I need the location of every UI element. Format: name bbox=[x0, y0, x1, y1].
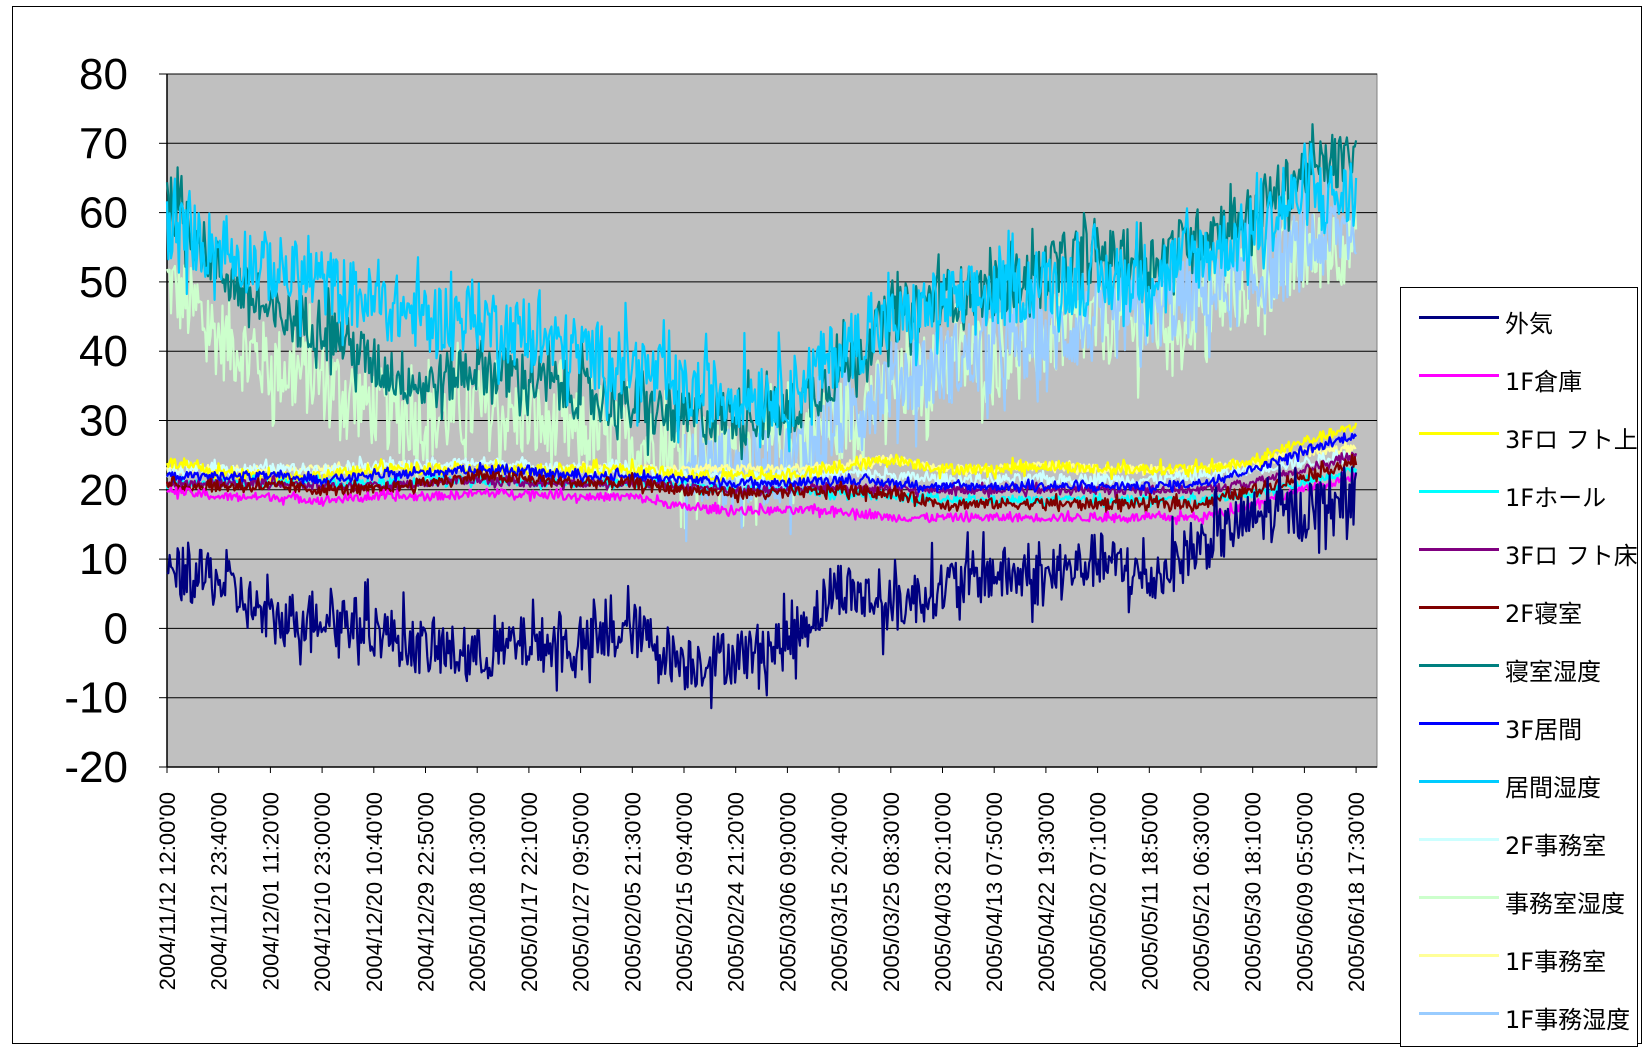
series-line bbox=[165, 453, 1358, 515]
legend-item: 寝室湿度 bbox=[1401, 646, 1639, 686]
legend-item: 居間湿度 bbox=[1401, 762, 1639, 802]
legend-swatch bbox=[1419, 432, 1499, 435]
legend-item: 3Fロ フト床 bbox=[1401, 530, 1639, 570]
legend-swatch bbox=[1419, 606, 1499, 609]
legend-label: 事務室湿度 bbox=[1505, 890, 1625, 918]
legend-label: 1F倉庫 bbox=[1505, 368, 1583, 396]
y-tick-label: -10 bbox=[64, 674, 128, 723]
legend-label: 居間湿度 bbox=[1505, 774, 1601, 802]
legend-label: 2F寝室 bbox=[1505, 600, 1583, 628]
legend-swatch bbox=[1419, 954, 1499, 957]
y-tick-label: 20 bbox=[79, 466, 128, 515]
x-tick-label: 2005/05/30 18:10'00 bbox=[1241, 792, 1266, 992]
y-tick-label: 0 bbox=[104, 604, 128, 653]
legend-item: 1F事務湿度 bbox=[1401, 994, 1639, 1034]
legend-item: 1Fホール bbox=[1401, 472, 1639, 512]
x-tick-label: 2005/04/03 20:10'00 bbox=[931, 792, 956, 992]
x-tick-label: 2005/06/18 17:30'00 bbox=[1344, 792, 1369, 992]
x-tick-label: 2004/12/20 10:40'00 bbox=[362, 792, 387, 992]
series-line bbox=[165, 464, 1358, 509]
legend-label: 3Fロ フト床 bbox=[1505, 542, 1638, 570]
legend-label: 1F事務室 bbox=[1505, 948, 1607, 976]
x-tick-label: 2004/12/29 22:50'00 bbox=[414, 792, 439, 992]
series-line bbox=[165, 142, 1358, 453]
x-tick-label: 2005/01/27 09:50'00 bbox=[569, 792, 594, 992]
legend-label: 3Fロ フト上 bbox=[1505, 426, 1638, 454]
chart-legend: 外気 1F倉庫 3Fロ フト上 1Fホール 3Fロ フト床 2F寝室寝室湿度 3F居間居間湿… bbox=[1400, 287, 1638, 1047]
legend-label: 外気 bbox=[1505, 310, 1553, 338]
legend-item: 3Fロ フト上 bbox=[1401, 414, 1639, 454]
x-tick-label: 2004/12/01 11:20'00 bbox=[258, 792, 283, 990]
legend-swatch bbox=[1419, 1012, 1499, 1015]
y-tick-label: 60 bbox=[79, 189, 128, 238]
legend-item: 1F事務室 bbox=[1401, 936, 1639, 976]
legend-item: 3F居間 bbox=[1401, 704, 1639, 744]
legend-swatch bbox=[1419, 490, 1499, 493]
y-tick-label: 30 bbox=[79, 397, 128, 446]
legend-swatch bbox=[1419, 838, 1499, 841]
x-tick-label: 2004/11/21 23:40'00 bbox=[207, 792, 232, 990]
legend-label: 2F事務室 bbox=[1505, 832, 1607, 860]
legend-item: 2F寝室 bbox=[1401, 588, 1639, 628]
y-tick-label: -20 bbox=[64, 743, 128, 792]
x-tick-label: 2005/06/09 05:50'00 bbox=[1292, 792, 1317, 992]
legend-item: 2F事務室 bbox=[1401, 820, 1639, 860]
series-line bbox=[165, 422, 1358, 487]
y-tick-label: 10 bbox=[79, 535, 128, 584]
x-tick-label: 2005/01/08 10:30'00 bbox=[465, 792, 490, 992]
y-tick-label: 40 bbox=[79, 327, 128, 376]
x-tick-label: 2005/05/21 06:30'00 bbox=[1189, 792, 1214, 992]
x-tick-label: 2005/01/17 22:10'00 bbox=[517, 792, 542, 992]
x-tick-label: 2005/05/02 07:10'00 bbox=[1086, 792, 1111, 992]
x-tick-label: 2005/03/15 20:40'00 bbox=[827, 792, 852, 992]
x-tick-label: 2004/12/10 23:00'00 bbox=[310, 792, 335, 992]
legend-swatch bbox=[1419, 780, 1499, 783]
x-tick-label: 2005/04/13 07:50'00 bbox=[982, 792, 1007, 992]
x-tick-label: 2005/02/15 09:40'00 bbox=[672, 792, 697, 992]
legend-swatch bbox=[1419, 548, 1499, 551]
legend-label: 寝室湿度 bbox=[1505, 658, 1601, 686]
legend-label: 3F居間 bbox=[1505, 716, 1583, 744]
x-tick-label: 2004/11/12 12:00'00 bbox=[155, 792, 180, 990]
legend-item: 事務室湿度 bbox=[1401, 878, 1639, 918]
legend-swatch bbox=[1419, 896, 1499, 899]
x-tick-label: 2005/03/06 09:00'00 bbox=[775, 792, 800, 992]
x-tick-label: 2005/02/05 21:30'00 bbox=[620, 792, 645, 992]
y-tick-label: 70 bbox=[79, 119, 128, 168]
legend-swatch bbox=[1419, 374, 1499, 377]
legend-swatch bbox=[1419, 722, 1499, 725]
series-line bbox=[165, 451, 1358, 499]
y-tick-label: 50 bbox=[79, 258, 128, 307]
x-tick-label: 2005/05/11 18:50'00 bbox=[1137, 792, 1162, 990]
legend-swatch bbox=[1419, 664, 1499, 667]
legend-swatch bbox=[1419, 316, 1499, 319]
legend-label: 1F事務湿度 bbox=[1505, 1006, 1631, 1034]
legend-item: 外気 bbox=[1401, 298, 1639, 338]
legend-item: 1F倉庫 bbox=[1401, 356, 1639, 396]
y-tick-label: 80 bbox=[79, 50, 128, 99]
x-tick-label: 2005/03/25 08:30'00 bbox=[879, 792, 904, 992]
legend-label: 1Fホール bbox=[1505, 484, 1607, 512]
series-line bbox=[166, 464, 1358, 710]
series-line bbox=[166, 432, 1358, 495]
x-tick-label: 2005/02/24 21:20'00 bbox=[724, 792, 749, 992]
series-line bbox=[166, 471, 1358, 526]
x-tick-label: 2005/04/22 19:30'00 bbox=[1034, 792, 1059, 992]
